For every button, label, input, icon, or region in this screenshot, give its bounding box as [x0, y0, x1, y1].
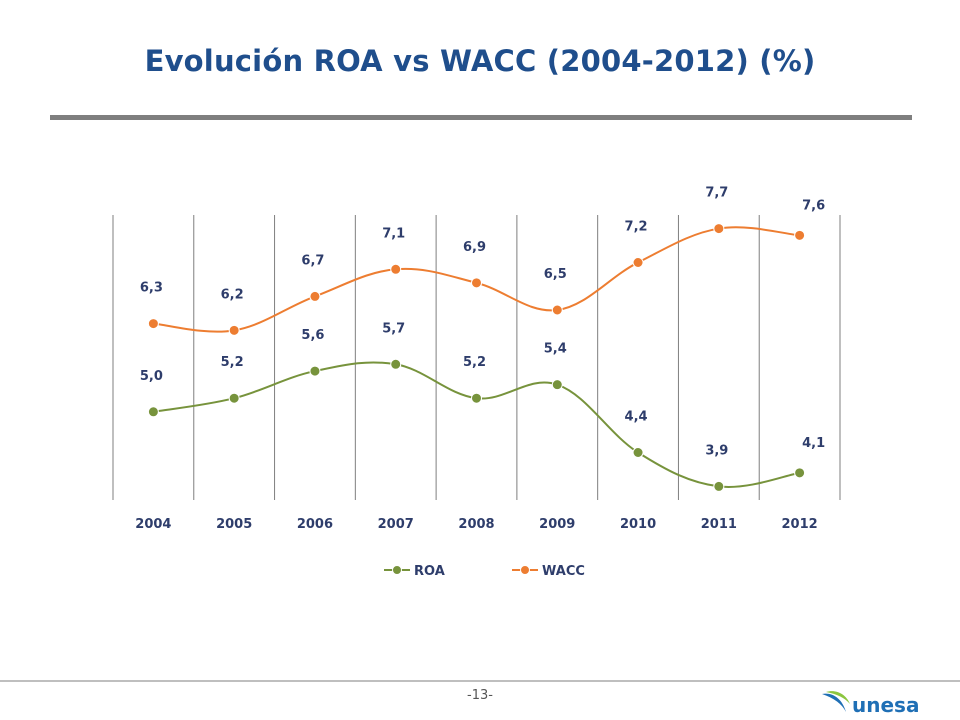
wacc-data-label: 6,2	[221, 287, 244, 302]
wacc-data-label: 7,1	[382, 226, 405, 241]
unesa-logo: unesa	[822, 691, 919, 717]
wacc-data-label: 6,5	[544, 267, 567, 282]
wacc-data-label: 6,9	[463, 240, 486, 255]
data-labels: 5,0 5,2 5,6 5,7 5,2 5,4 4,4 3,9 4,1 6,3 6,2 6,7 7,1 6…	[140, 186, 825, 459]
roa-point	[228, 392, 240, 404]
roa-point	[309, 365, 321, 377]
roa-point	[632, 447, 644, 458]
roa-data-label: 5,0	[140, 369, 163, 384]
x-tick-label: 2005	[216, 517, 252, 532]
x-tick-label: 2004	[135, 517, 171, 532]
roa-point	[551, 379, 563, 391]
roa-point	[713, 480, 725, 492]
logo-swoosh-blue	[822, 693, 846, 712]
x-tick-label: 2012	[782, 517, 818, 532]
series-markers	[147, 223, 806, 492]
roa-point	[471, 392, 482, 404]
x-tick-label: 2007	[378, 517, 414, 532]
wacc-data-label: 7,6	[802, 198, 825, 213]
x-axis-ticks: 2004 2005 2006 2007 2008 2009 2010 2011 2012	[135, 517, 817, 532]
x-tick-label: 2006	[297, 517, 333, 532]
roa-point	[390, 358, 402, 370]
roa-data-label: 5,2	[221, 355, 244, 370]
legend-marker-wacc	[520, 565, 530, 575]
roa-point	[794, 467, 806, 479]
roa-data-label: 5,4	[544, 342, 567, 357]
legend-label-roa: ROA	[414, 564, 445, 579]
x-tick-label: 2011	[701, 517, 737, 532]
page-number: -13-	[467, 688, 493, 703]
wacc-point	[551, 304, 563, 316]
wacc-data-label: 6,3	[140, 281, 163, 296]
wacc-point	[309, 290, 321, 302]
title-divider	[50, 115, 912, 120]
logo-text: unesa	[852, 693, 919, 717]
roa-line	[153, 361, 800, 489]
legend-item-roa: ROA	[384, 564, 445, 579]
roa-point	[147, 406, 159, 418]
wacc-point	[713, 223, 725, 235]
wacc-point	[471, 277, 482, 289]
footer-divider	[0, 680, 960, 682]
wacc-point	[632, 257, 644, 268]
legend-label-wacc: WACC	[542, 564, 585, 579]
legend-item-wacc: WACC	[512, 564, 585, 579]
wacc-point	[390, 263, 402, 275]
gridlines	[112, 215, 841, 500]
legend: ROA WACC	[384, 564, 585, 579]
wacc-data-label: 7,7	[705, 186, 728, 201]
wacc-point	[794, 229, 806, 241]
slide-title: Evolución ROA vs WACC (2004-2012) (%)	[144, 44, 816, 78]
line-chart: 5,0 5,2 5,6 5,7 5,2 5,4 4,4 3,9 4,1 6,3 6,2 6,7 7,1 6…	[112, 186, 841, 579]
logo-swoosh-green	[826, 691, 850, 704]
roa-data-label: 5,2	[463, 355, 486, 370]
roa-data-label: 4,4	[625, 410, 648, 425]
x-tick-label: 2010	[620, 517, 656, 532]
wacc-data-label: 7,2	[625, 220, 648, 235]
roa-data-label: 4,1	[802, 436, 825, 451]
roa-data-label: 5,6	[301, 328, 324, 343]
wacc-data-label: 6,7	[301, 253, 324, 268]
legend-marker-roa	[392, 565, 402, 575]
roa-data-label: 3,9	[705, 443, 728, 458]
x-tick-label: 2008	[458, 517, 494, 532]
roa-data-label: 5,7	[382, 321, 405, 336]
x-tick-label: 2009	[539, 517, 575, 532]
wacc-point	[228, 324, 240, 336]
wacc-point	[147, 318, 159, 330]
